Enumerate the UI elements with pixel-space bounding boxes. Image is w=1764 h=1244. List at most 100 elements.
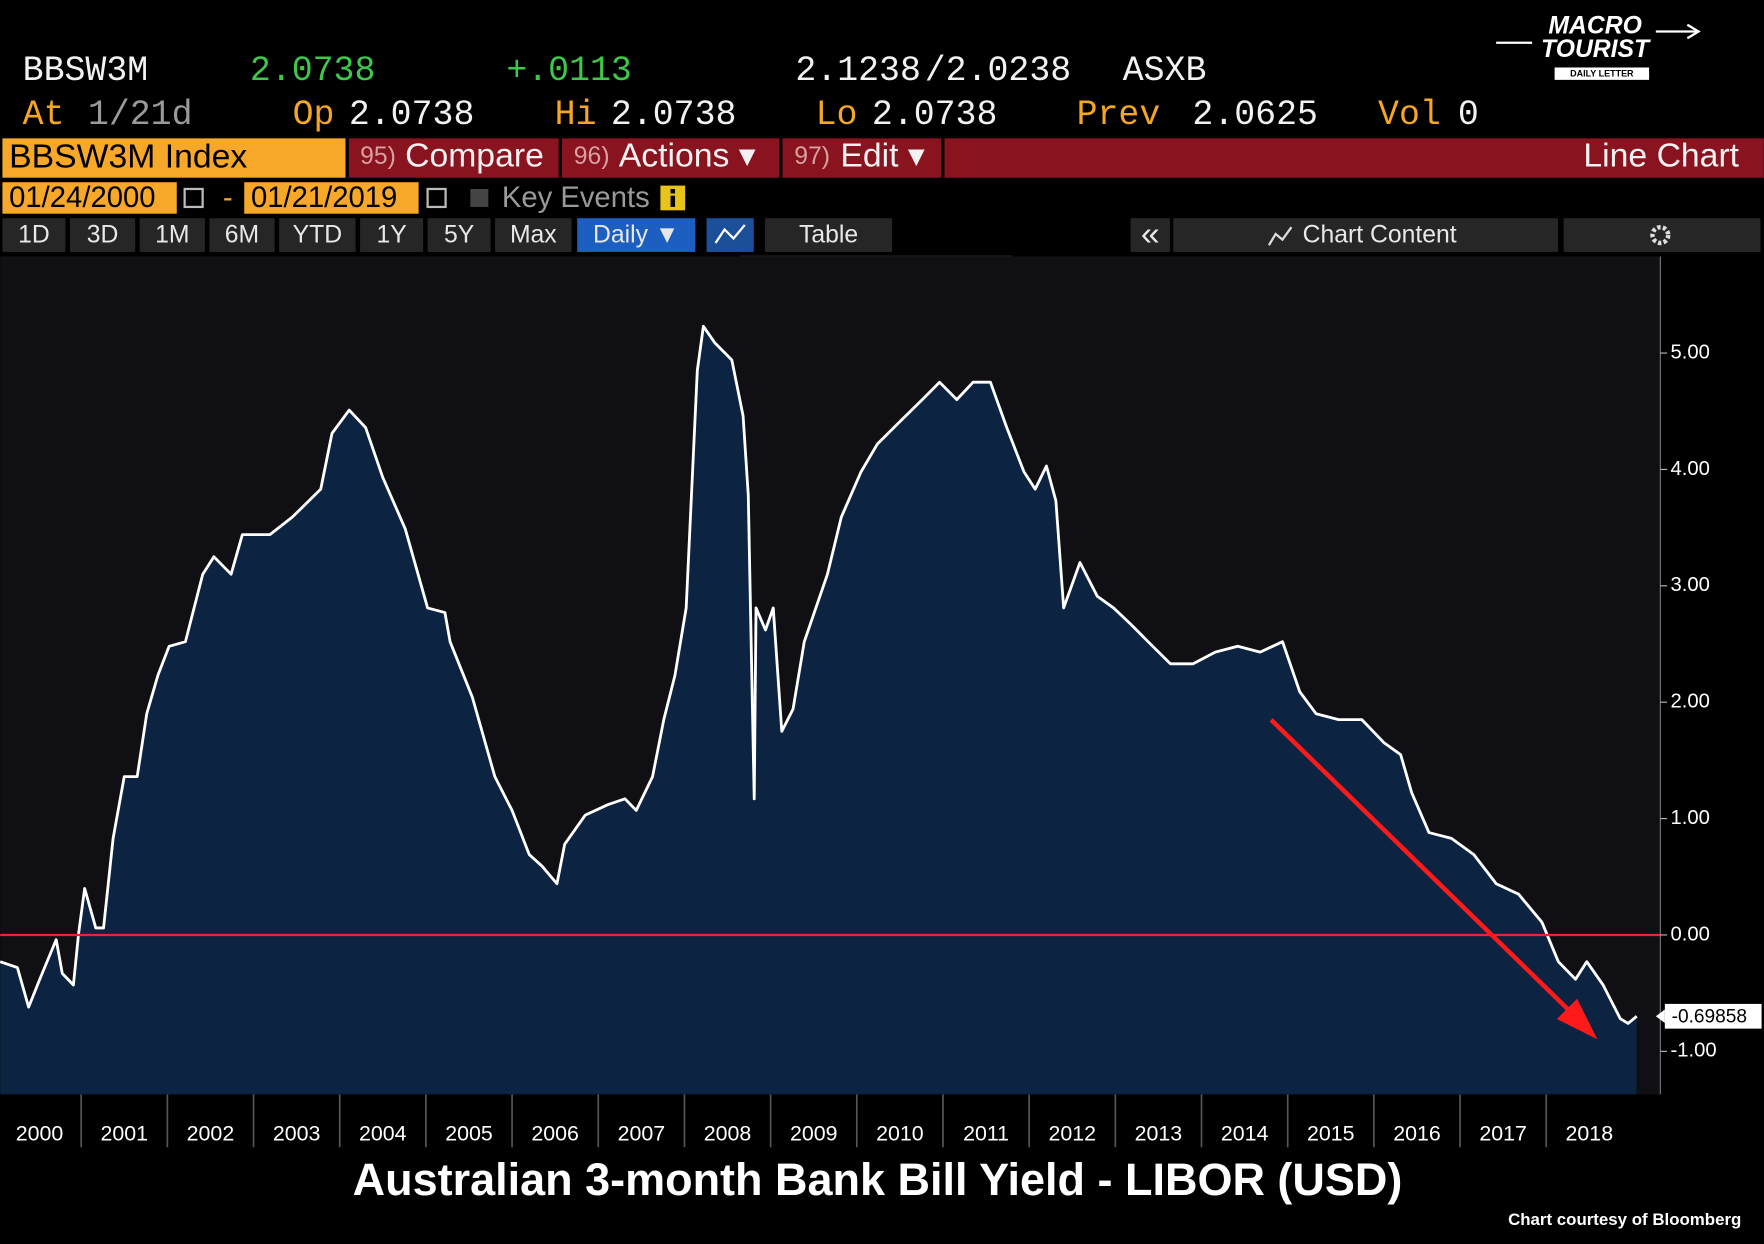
x-tick-label: 2000 bbox=[16, 1122, 64, 1146]
button[interactable] bbox=[1563, 218, 1761, 252]
view-name: Line Chart bbox=[1583, 136, 1739, 174]
logo-text: DAILY LETTER bbox=[1570, 69, 1634, 79]
x-tick-label: 2004 bbox=[359, 1122, 407, 1146]
x-tick-label: 2014 bbox=[1221, 1122, 1269, 1146]
change: +.0113 bbox=[506, 52, 632, 91]
x-tick-label: 2005 bbox=[445, 1122, 493, 1146]
value: 1/21d bbox=[88, 96, 193, 135]
date-box[interactable] bbox=[2, 182, 177, 214]
ask: /2.0238 bbox=[925, 52, 1071, 91]
end-date[interactable]: 01/21/2019 bbox=[251, 182, 397, 214]
logo: MACRO TOURIST DAILY LETTER bbox=[1496, 13, 1701, 80]
button-label[interactable]: 5Y bbox=[444, 222, 474, 249]
menu-item[interactable]: Edit ▾ bbox=[840, 136, 925, 174]
security[interactable]: BBSW3M Index bbox=[9, 137, 247, 175]
button[interactable] bbox=[427, 218, 491, 252]
menu-bar bbox=[348, 138, 1764, 178]
settings-icon[interactable] bbox=[1650, 224, 1671, 246]
button[interactable] bbox=[1130, 218, 1170, 252]
x-axis-bg bbox=[0, 1094, 1764, 1148]
button[interactable] bbox=[209, 218, 275, 252]
y-tick-label: 5.00 bbox=[1670, 341, 1709, 363]
checkbox[interactable] bbox=[470, 188, 489, 207]
label: Op bbox=[293, 96, 335, 135]
logo-banner bbox=[1554, 67, 1650, 80]
button-label[interactable]: 1M bbox=[155, 222, 189, 249]
annotation-arrow bbox=[1269, 718, 1590, 1031]
value: 0 bbox=[1458, 96, 1479, 135]
y-tick-label: 1.00 bbox=[1670, 807, 1709, 829]
x-tick-label: 2009 bbox=[790, 1122, 838, 1146]
x-tick-label: 2010 bbox=[876, 1122, 924, 1146]
button-label[interactable]: 3D bbox=[87, 222, 119, 249]
bid: 2.1238 bbox=[795, 52, 921, 91]
y-tick-label: 2.00 bbox=[1670, 691, 1709, 713]
calendar-icon[interactable] bbox=[426, 187, 447, 209]
button[interactable] bbox=[765, 218, 893, 252]
date-separator: - bbox=[223, 182, 233, 214]
x-tick-label: 2007 bbox=[618, 1122, 666, 1146]
info-glyph bbox=[670, 195, 676, 207]
last-value-box bbox=[1664, 1003, 1762, 1029]
toolbar: 1D 3D 1M 6M YTD 1Y 5Y Max Daily ▼ Table « Chart Con… bbox=[2, 215, 1761, 253]
button-label[interactable]: « bbox=[1141, 215, 1160, 253]
x-tick-label: 2013 bbox=[1135, 1122, 1183, 1146]
x-tick-label: 2011 bbox=[963, 1122, 1009, 1146]
x-tick-label: 2001 bbox=[101, 1122, 149, 1146]
line bbox=[0, 324, 1638, 1025]
button-label[interactable]: 6M bbox=[225, 222, 259, 249]
button-label[interactable]: Max bbox=[510, 222, 557, 249]
menu-number[interactable]: 95) bbox=[360, 143, 396, 170]
annotation-arrowhead bbox=[1556, 998, 1598, 1040]
calendar-icon[interactable] bbox=[183, 187, 204, 209]
area bbox=[0, 326, 1637, 1095]
last-value-label: -0.69858 bbox=[1672, 1006, 1747, 1027]
label: Hi bbox=[555, 96, 597, 135]
info-glyph bbox=[670, 188, 676, 194]
button[interactable] bbox=[2, 218, 66, 252]
x-tick-label: 2015 bbox=[1307, 1122, 1355, 1146]
label: Lo bbox=[816, 96, 858, 135]
button[interactable] bbox=[139, 218, 205, 252]
value: 2.0738 bbox=[872, 96, 998, 135]
button[interactable] bbox=[69, 218, 136, 252]
label: Vol bbox=[1378, 96, 1441, 135]
security-box[interactable] bbox=[2, 138, 346, 178]
value: 2.0738 bbox=[611, 96, 737, 135]
menu-number[interactable]: 96) bbox=[574, 143, 610, 170]
start-date[interactable]: 01/24/2000 bbox=[9, 182, 155, 214]
button-label[interactable]: 1Y bbox=[376, 222, 406, 249]
button-label[interactable]: 1D bbox=[18, 222, 50, 249]
button[interactable] bbox=[279, 218, 356, 252]
button-label[interactable]: Daily ▼ bbox=[593, 222, 679, 249]
x-tick-label: 2006 bbox=[531, 1122, 579, 1146]
menu-number[interactable]: 97) bbox=[794, 143, 830, 170]
logo-arrow bbox=[1686, 23, 1701, 40]
key-events[interactable]: Key Events bbox=[502, 182, 650, 214]
logo-text: MACRO bbox=[1548, 13, 1641, 40]
button-label[interactable]: Chart Content bbox=[1303, 222, 1457, 249]
x-tick-label: 2012 bbox=[1048, 1122, 1096, 1146]
x-tick-label: 2018 bbox=[1566, 1122, 1614, 1146]
button-label[interactable]: Table bbox=[799, 222, 858, 249]
y-tick-label: 0.00 bbox=[1670, 923, 1709, 945]
menu-item[interactable]: Compare bbox=[405, 136, 544, 174]
exchange: ASXB bbox=[1123, 52, 1207, 91]
button[interactable] bbox=[1173, 218, 1558, 252]
menu-item[interactable]: Actions ▾ bbox=[619, 136, 756, 174]
last-price: 2.0738 bbox=[250, 52, 376, 91]
y-tick-label: -1.00 bbox=[1670, 1040, 1716, 1062]
button[interactable] bbox=[360, 218, 424, 252]
button-label[interactable]: YTD bbox=[293, 222, 342, 249]
last-value-pointer bbox=[1655, 1009, 1665, 1024]
logo-text: TOURIST bbox=[1541, 36, 1651, 63]
chart: 5.00 4.00 3.00 2.00 1.00 0.00 -1.00 -0.69858 200… bbox=[0, 256, 1764, 1148]
button[interactable] bbox=[495, 218, 572, 252]
ticker: BBSW3M bbox=[23, 52, 149, 91]
y-tick-label: 3.00 bbox=[1670, 574, 1709, 596]
button[interactable] bbox=[577, 218, 696, 252]
label: Prev bbox=[1077, 96, 1161, 135]
value: 2.0625 bbox=[1192, 96, 1318, 135]
date-box[interactable] bbox=[244, 182, 419, 214]
